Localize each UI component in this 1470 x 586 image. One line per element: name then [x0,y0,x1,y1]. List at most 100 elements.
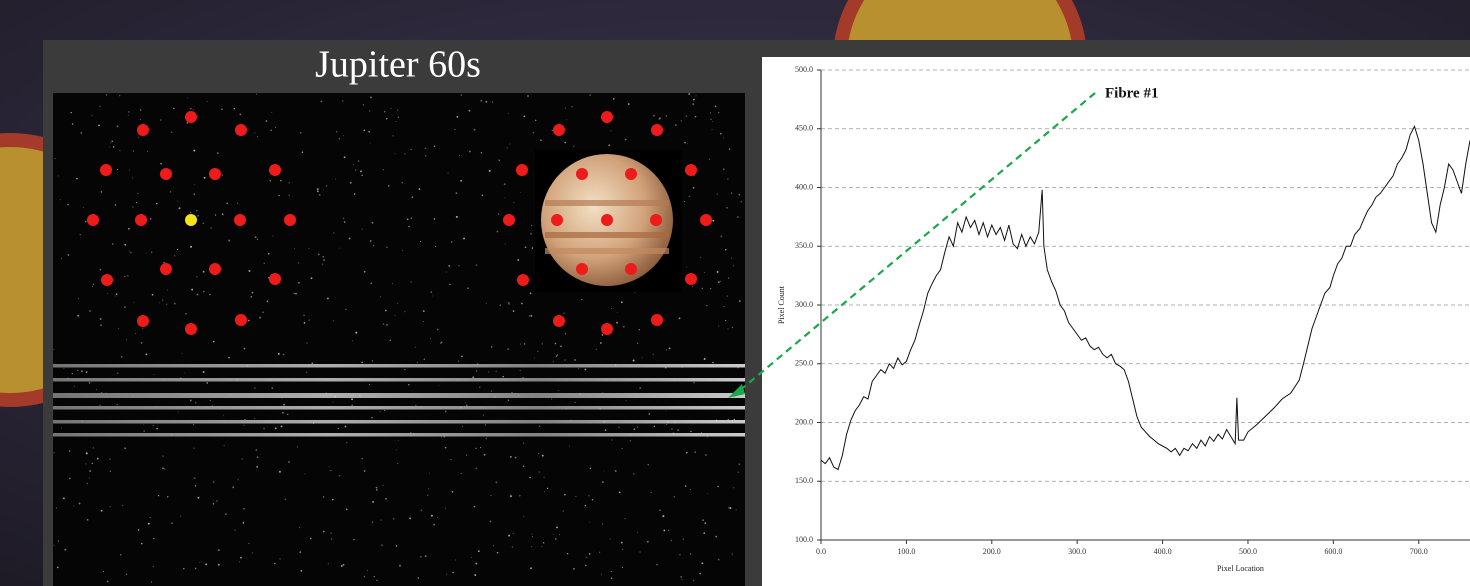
star [192,109,194,111]
star [584,368,587,371]
star [563,312,565,315]
star [193,193,195,195]
star [591,499,594,501]
star [541,454,544,457]
star [681,579,683,581]
star [689,553,692,555]
star [127,114,129,116]
star [499,304,501,306]
star [71,123,74,125]
fibre-dot [700,214,712,226]
fibre-dot [625,263,637,275]
star [103,571,105,573]
star [556,354,558,356]
star [322,189,324,191]
star [653,425,656,428]
star [122,505,124,507]
star [197,496,200,499]
star [142,424,144,426]
star [382,169,384,171]
star [610,570,612,572]
star [529,292,532,295]
spectrum-band [53,364,745,368]
star [373,575,375,578]
chart: 100.0 150.0 200.0 250.0 300.0 350.0 400.0 450.0… [777,65,1470,573]
star [418,188,421,190]
star [228,356,230,359]
star [530,233,532,235]
star [331,498,334,501]
star [166,289,168,291]
star [725,248,727,251]
star [407,218,409,220]
star [348,237,351,240]
star [353,538,355,541]
star [327,297,329,300]
star [610,577,613,580]
star [564,359,566,361]
star [475,370,478,372]
star [95,389,97,391]
star [714,105,717,108]
star [342,563,345,566]
star [611,308,613,309]
star [128,250,130,252]
star [363,129,365,132]
star [209,399,211,402]
star [85,371,88,373]
star [427,494,429,496]
star [495,371,497,373]
star [726,207,728,209]
star [124,243,127,246]
star [330,469,332,472]
star [149,516,151,518]
star [225,513,227,516]
star [346,442,348,444]
star [76,369,79,372]
star [114,295,116,297]
star [226,202,228,205]
star [397,463,399,465]
star [252,552,254,554]
star [293,292,295,295]
star [85,463,87,465]
star [190,107,192,110]
star [736,216,739,218]
star [279,558,281,560]
fibre-dot [551,214,563,226]
star [118,327,120,329]
star [330,532,332,534]
star [704,522,707,524]
fibre-dot [553,124,565,136]
star [195,209,198,212]
star [720,132,722,135]
star [727,178,729,180]
star [332,401,334,403]
star [91,115,93,117]
star [275,127,277,129]
star [64,548,67,551]
star [738,193,741,196]
star [294,248,295,250]
star [485,100,488,103]
star [436,516,439,518]
star [295,292,297,295]
star [150,581,153,583]
star [362,104,364,106]
star [202,270,205,273]
star [382,485,384,487]
star [728,148,731,150]
star [53,452,55,454]
star [703,532,706,535]
star [88,382,91,384]
star [534,119,537,122]
star [726,295,728,297]
star [498,159,500,162]
star [77,314,80,317]
spectrum-band [53,406,745,410]
star [152,424,154,426]
slide-title: Jupiter 60s [315,44,481,86]
star [395,545,398,547]
star [497,213,500,215]
star [171,522,174,525]
